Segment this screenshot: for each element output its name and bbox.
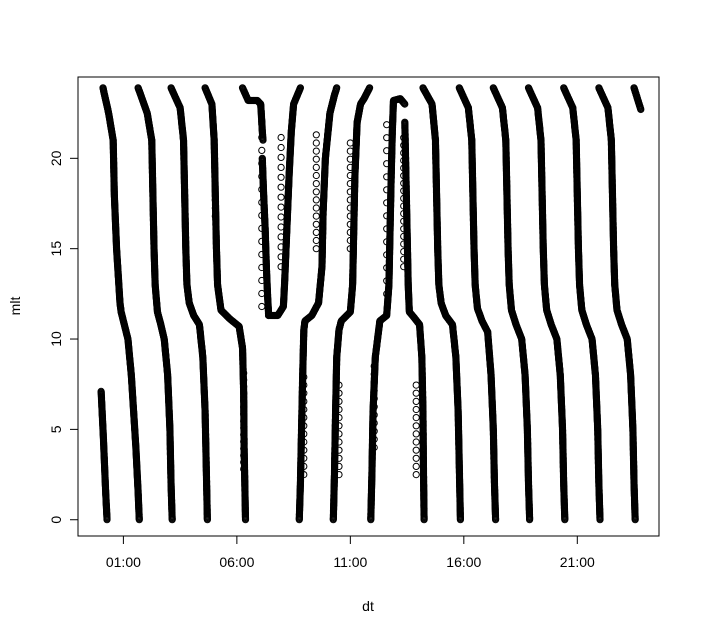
data-points <box>97 84 645 524</box>
data-point <box>103 516 111 524</box>
